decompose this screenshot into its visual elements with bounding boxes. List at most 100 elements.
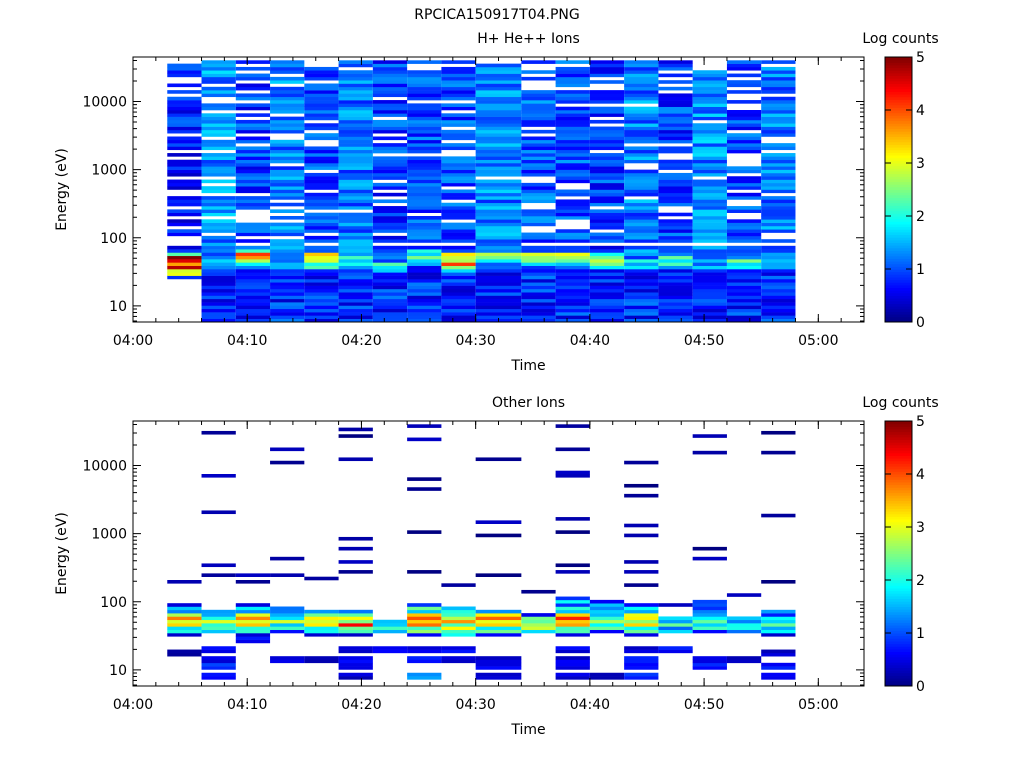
heatmap-cell	[761, 172, 796, 177]
heatmap-cell	[201, 249, 236, 253]
heatmap-cell	[624, 298, 659, 303]
x-tick-label: 04:20	[341, 697, 381, 713]
heatmap-cell	[167, 139, 202, 144]
heatmap-cell	[726, 209, 762, 213]
heatmap-cell	[304, 308, 339, 313]
heatmap-cell	[304, 275, 339, 280]
heatmap-cell	[658, 318, 693, 322]
heatmap-cell	[555, 172, 590, 177]
heatmap-cell	[624, 560, 659, 564]
heatmap-cell	[624, 619, 659, 624]
heatmap-cell	[726, 272, 762, 276]
heatmap-cell	[521, 616, 556, 621]
heatmap-cell	[658, 123, 693, 127]
heatmap-cell	[407, 119, 442, 124]
heatmap-cell	[201, 225, 236, 230]
heatmap-cell	[692, 100, 727, 104]
heatmap-cell	[761, 272, 796, 276]
heatmap-cell	[658, 315, 693, 319]
heatmap-cell	[521, 239, 556, 243]
heatmap-cell	[692, 265, 727, 270]
heatmap-cell	[441, 133, 476, 137]
heatmap-cell	[475, 623, 522, 627]
heatmap-cell	[658, 288, 693, 293]
panel-title: H+ He++ Ions	[477, 31, 580, 47]
heatmap-cell	[441, 113, 476, 117]
heatmap-cell	[235, 129, 271, 134]
heatmap-cell	[407, 209, 442, 213]
heatmap-cell	[235, 196, 271, 200]
heatmap-cell	[658, 269, 693, 273]
heatmap-cell	[167, 629, 202, 634]
heatmap-cell	[475, 202, 522, 207]
heatmap-cell	[167, 103, 202, 107]
heatmap-cell	[441, 288, 476, 293]
heatmap-cell	[167, 196, 202, 200]
heatmap-cell	[589, 312, 625, 316]
heatmap-cell	[441, 308, 476, 313]
heatmap-cell	[235, 292, 271, 296]
heatmap-cell	[441, 172, 476, 177]
heatmap-cell	[475, 106, 522, 111]
heatmap-cell	[521, 305, 556, 310]
heatmap-cell	[761, 66, 796, 71]
heatmap-cell	[726, 295, 762, 300]
heatmap-cell	[270, 179, 305, 184]
heatmap-cell	[372, 103, 408, 107]
heatmap-cell	[692, 245, 727, 250]
heatmap-cell	[761, 90, 796, 94]
heatmap-cell	[304, 225, 339, 230]
heatmap-cell	[761, 196, 796, 200]
heatmap-cell	[167, 73, 202, 78]
heatmap-cell	[201, 70, 236, 74]
heatmap-cell	[521, 113, 556, 117]
heatmap-cell	[338, 206, 373, 210]
heatmap-cell	[761, 182, 796, 187]
heatmap-cell	[407, 269, 442, 273]
heatmap-cell	[441, 265, 476, 270]
heatmap-cell	[407, 312, 442, 316]
heatmap-cell	[407, 613, 442, 617]
heatmap-cell	[475, 533, 522, 538]
heatmap-cell	[692, 599, 727, 604]
heatmap-cell	[624, 275, 659, 280]
heatmap-cell	[475, 146, 522, 151]
heatmap-cell	[692, 83, 727, 88]
heatmap-cell	[201, 113, 236, 117]
heatmap-cell	[304, 626, 339, 630]
heatmap-cell	[692, 93, 727, 98]
heatmap-cell	[761, 156, 796, 160]
heatmap-cell	[658, 629, 693, 634]
heatmap-cell	[555, 249, 590, 253]
heatmap-cell	[372, 206, 408, 210]
heatmap-cell	[761, 100, 796, 104]
heatmap-cell	[338, 83, 373, 88]
heatmap-cell	[658, 225, 693, 230]
heatmap-cell	[589, 305, 625, 310]
heatmap-cell	[521, 589, 556, 594]
heatmap-cell	[338, 312, 373, 316]
heatmap-cell	[589, 113, 625, 117]
heatmap-cell	[304, 123, 339, 127]
heatmap-cell	[201, 222, 236, 227]
heatmap-cell	[338, 110, 373, 114]
heatmap-cell	[555, 252, 590, 257]
heatmap-cell	[555, 649, 590, 654]
heatmap-cell	[658, 285, 693, 290]
heatmap-cell	[304, 265, 339, 270]
heatmap-cell	[726, 60, 762, 64]
heatmap-cell	[441, 176, 476, 180]
heatmap-cell	[589, 186, 625, 190]
heatmap-cell	[761, 133, 796, 137]
heatmap-cell	[521, 315, 556, 319]
heatmap-cell	[555, 269, 590, 273]
heatmap-cell	[475, 110, 522, 114]
heatmap-cell	[658, 116, 693, 121]
x-tick-label: 04:00	[113, 697, 153, 713]
heatmap-cell	[624, 86, 659, 91]
heatmap-cell	[475, 149, 522, 154]
heatmap-cell	[475, 616, 522, 621]
heatmap-cell	[167, 275, 202, 280]
heatmap-cell	[372, 629, 408, 634]
